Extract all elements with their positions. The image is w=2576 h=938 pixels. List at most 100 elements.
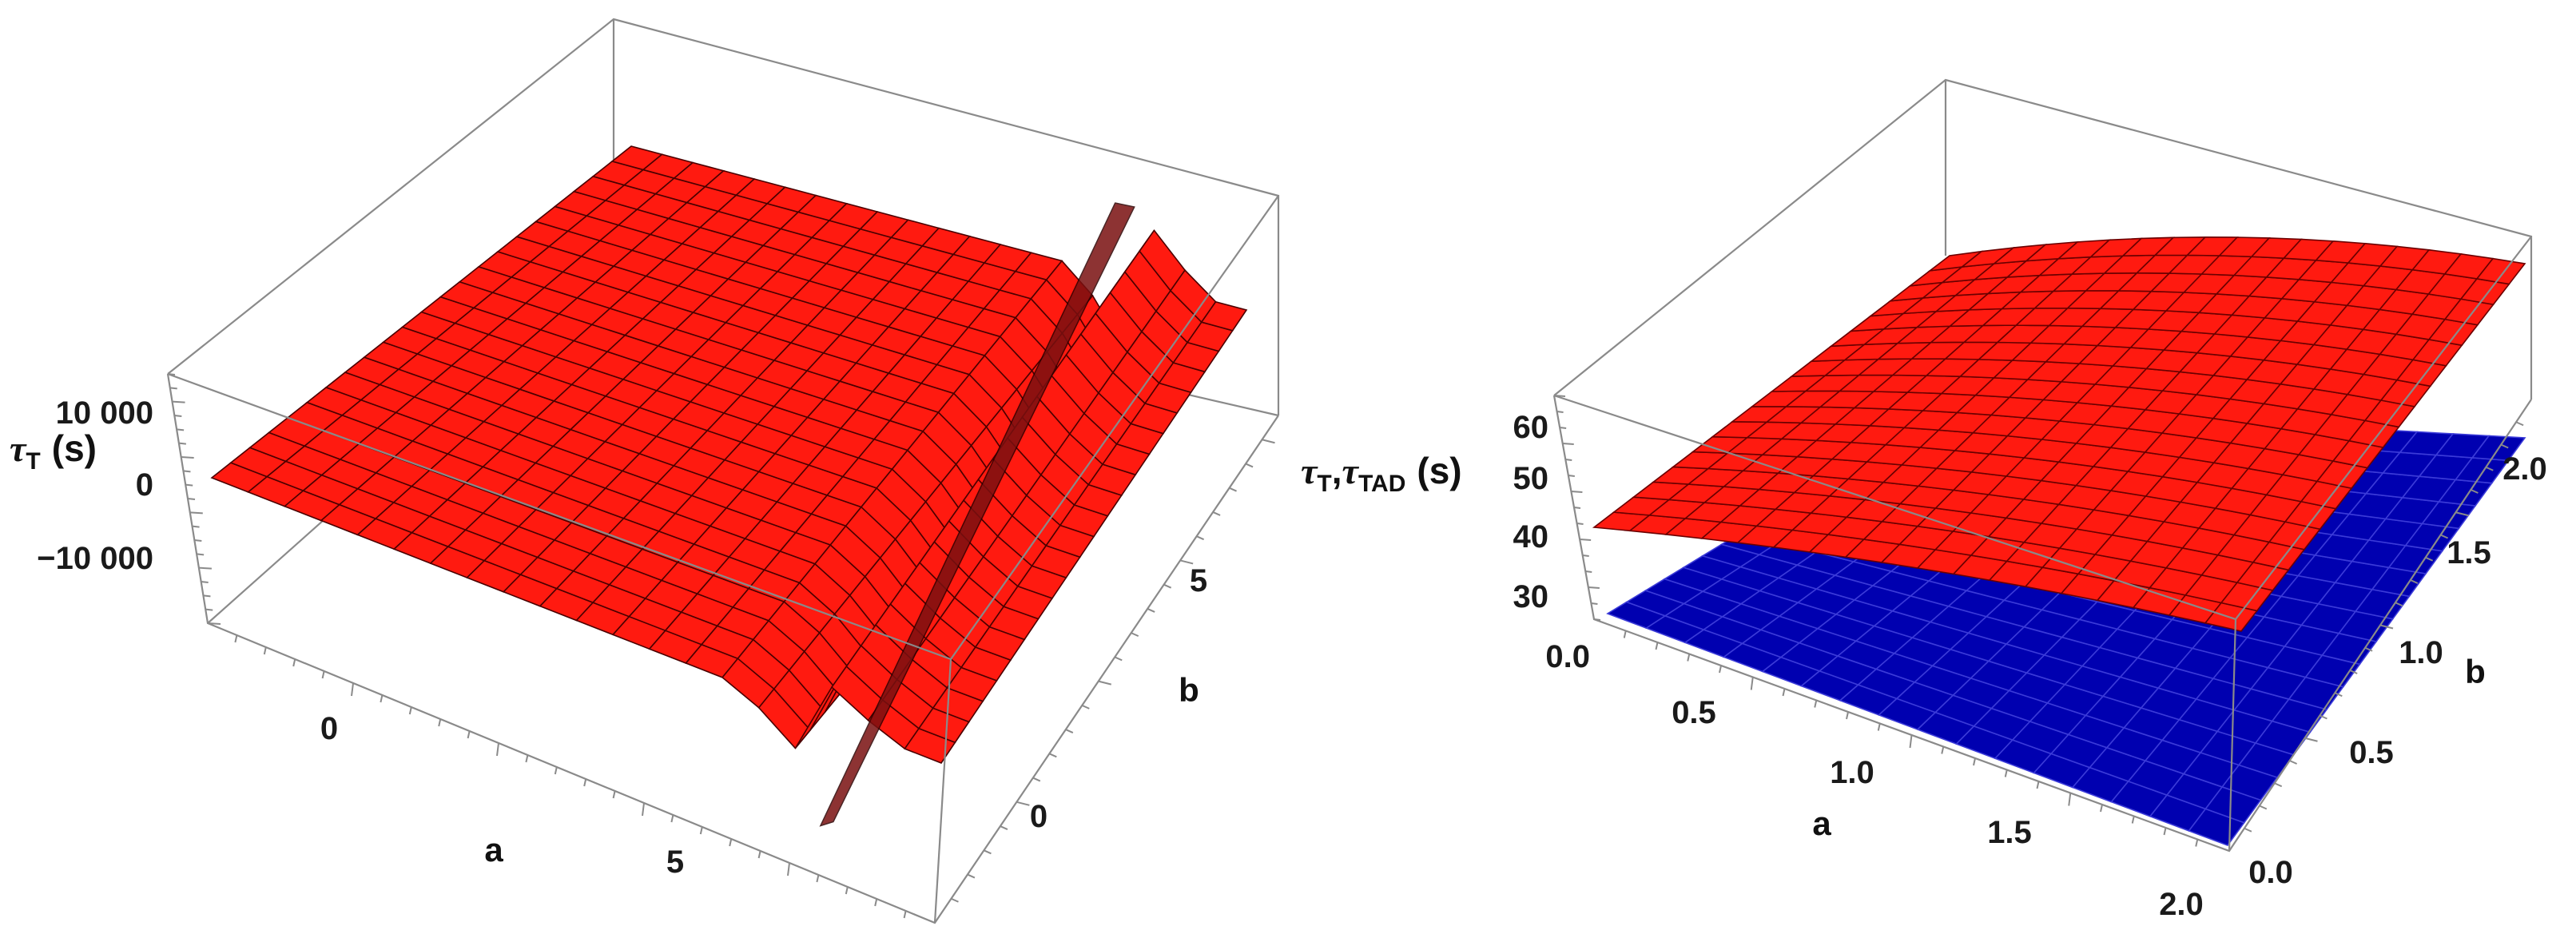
- left-y-tick: [1229, 487, 1237, 492]
- right-z-symbol2: τ: [1342, 451, 1360, 491]
- right-box-front-top: [1553, 394, 2236, 621]
- left-x-tick: [729, 838, 733, 847]
- left-z-tick: [174, 415, 182, 417]
- right-y-tick: [2425, 556, 2434, 562]
- right-y-tick: [2440, 534, 2449, 539]
- right-y-tick: [2455, 511, 2469, 517]
- right-x-tick: [1877, 723, 1881, 731]
- left-y-tick: [1016, 801, 1030, 806]
- right-plot: 60 50 40 30 0.0 τT,τTAD (s) 0.5 1.0 1.5 2…: [1301, 78, 2547, 922]
- right-x-tick: [2036, 781, 2040, 789]
- right-y-tick: [2500, 443, 2509, 449]
- right-xtick-label: 1.0: [1830, 755, 1874, 790]
- right-x-tick: [2163, 827, 2167, 836]
- right-y-tick: [2410, 579, 2419, 584]
- left-z-tick: [194, 539, 202, 542]
- left-z-tick: [167, 373, 176, 376]
- right-z-tick: [1576, 523, 1584, 525]
- left-y-tick: [1212, 511, 1221, 516]
- right-x-tick: [1687, 654, 1691, 662]
- left-y-tick: [1131, 632, 1139, 638]
- left-x-tick: [292, 658, 296, 667]
- right-x-tick: [1941, 746, 1945, 754]
- right-z-tick: [1582, 554, 1589, 557]
- left-z-tick: [198, 566, 212, 570]
- left-y-tick: [1000, 825, 1008, 830]
- right-z-symbol: τ: [1301, 451, 1318, 491]
- left-z-tick: [203, 594, 211, 598]
- right-x-tick: [2004, 769, 2008, 777]
- right-z-tick: [1568, 475, 1575, 477]
- left-x-tick: [845, 886, 849, 895]
- left-y-tick: [1262, 439, 1275, 444]
- right-y-tick: [2395, 602, 2403, 607]
- right-y-tick: [2244, 827, 2252, 833]
- right-z-sep: ,: [1332, 450, 1342, 491]
- left-x-tick: [351, 682, 354, 697]
- left-y-tick: [1245, 463, 1254, 468]
- left-y-tick: [1032, 777, 1041, 782]
- right-x-tick: [2131, 816, 2135, 824]
- right-xtick-label: 2.0: [2159, 887, 2204, 922]
- left-ytick-label: 5: [1190, 563, 1207, 598]
- right-y-tick: [2259, 805, 2268, 810]
- left-x-tick: [380, 694, 384, 703]
- left-ticks: [167, 373, 1275, 919]
- left-y-axis-label: b: [1179, 671, 1199, 709]
- right-x-tick: [1973, 757, 1976, 766]
- left-y-tick: [984, 849, 992, 855]
- right-x-tick: [2068, 793, 2072, 806]
- left-x-tick: [234, 634, 238, 643]
- left-y-tick: [1114, 656, 1123, 662]
- right-ztick-label: 30: [1513, 579, 1549, 614]
- right-ytick-label: 1.0: [2399, 635, 2443, 670]
- left-surface-patch: [1200, 300, 1248, 332]
- left-z-tick: [207, 622, 221, 625]
- right-z-sub2: TAD: [1358, 471, 1405, 497]
- right-ticks: [1553, 395, 2524, 847]
- left-x-tick: [816, 874, 820, 883]
- left-x-tick: [699, 826, 703, 835]
- right-z-tick: [1591, 602, 1598, 605]
- right-x-tick: [1655, 642, 1659, 650]
- left-x-tick: [263, 646, 267, 655]
- left-plot: 10 000 0 −10 000 τT (s) 0 5 a 0 5 b: [10, 18, 1280, 924]
- right-z-tick: [1553, 395, 1566, 397]
- left-y-tick: [1163, 583, 1172, 589]
- left-x-tick: [554, 766, 558, 775]
- left-x-tick: [642, 802, 645, 817]
- right-box-front-vertical: [2228, 618, 2237, 852]
- right-xtick-label: 1.5: [1987, 815, 2032, 850]
- left-z-axis-label: τT (s): [10, 427, 97, 475]
- left-x-tick: [670, 814, 674, 823]
- right-ytick-label: 0.5: [2349, 735, 2394, 770]
- right-z-tick: [1560, 427, 1567, 429]
- left-x-axis-label: a: [484, 831, 503, 868]
- left-y-tick: [1065, 729, 1074, 734]
- right-ztick-label: 40: [1513, 519, 1549, 554]
- left-x-tick: [874, 898, 878, 907]
- left-y-tick: [1196, 535, 1205, 541]
- right-ytick-label: 0.0: [2248, 855, 2293, 890]
- left-box-back: [167, 18, 1280, 415]
- right-z-tick: [1562, 443, 1574, 445]
- right-x-tick: [1719, 665, 1722, 674]
- right-x-tick: [1846, 711, 1849, 720]
- left-y-tick: [951, 897, 959, 903]
- right-x-tick: [2195, 839, 2199, 847]
- left-y-tick: [1048, 753, 1057, 758]
- right-surface-red-patch: [2475, 257, 2526, 285]
- left-z-tick: [181, 456, 194, 459]
- left-x-tick: [467, 730, 471, 739]
- right-y-tick: [2470, 489, 2479, 494]
- right-z-sub: T: [1317, 471, 1331, 497]
- left-x-tick: [438, 718, 442, 727]
- left-box-front-top: [167, 372, 952, 661]
- left-x-tick: [903, 910, 907, 919]
- right-xtick-label: 0.5: [1672, 695, 1716, 730]
- right-y-tick: [2274, 782, 2283, 788]
- left-surface-spike: [819, 202, 1135, 827]
- left-z-tick: [185, 483, 193, 487]
- left-xtick-label: 0: [320, 711, 338, 746]
